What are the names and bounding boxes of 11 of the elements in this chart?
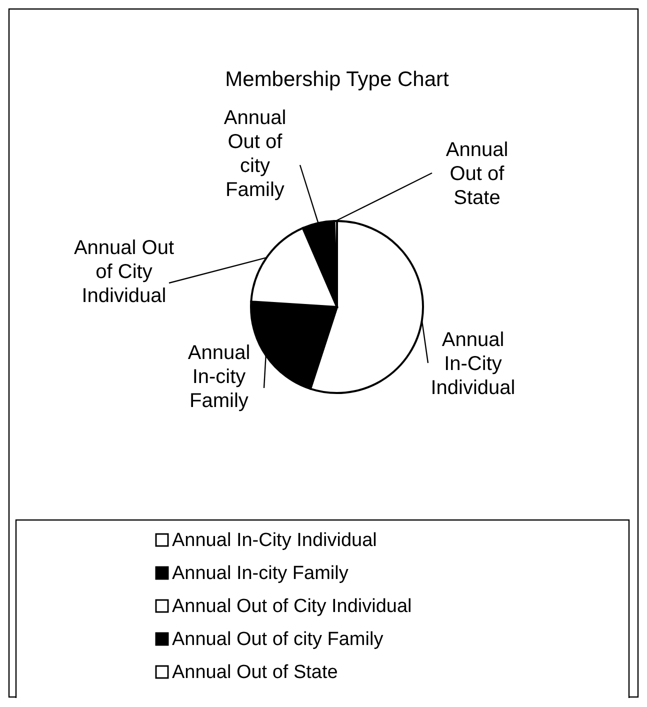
legend-label: Annual In-City Individual bbox=[172, 530, 377, 551]
slice-label: Annual Out of State bbox=[446, 139, 508, 209]
slice-label: Annual In-City Individual bbox=[430, 329, 516, 399]
legend-label: Annual In-city Family bbox=[172, 563, 349, 584]
slice-label: Annual In-city Family bbox=[188, 342, 250, 412]
legend-label: Annual Out of city Family bbox=[172, 629, 384, 650]
chart-title: Membership Type Chart bbox=[225, 68, 450, 91]
slice-label: Annual Out of city Family bbox=[224, 107, 286, 201]
legend-label: Annual Out of City Individual bbox=[172, 596, 412, 617]
legend-label: Annual Out of State bbox=[172, 662, 338, 683]
slice-label: Annual Out of City Individual bbox=[74, 237, 174, 307]
